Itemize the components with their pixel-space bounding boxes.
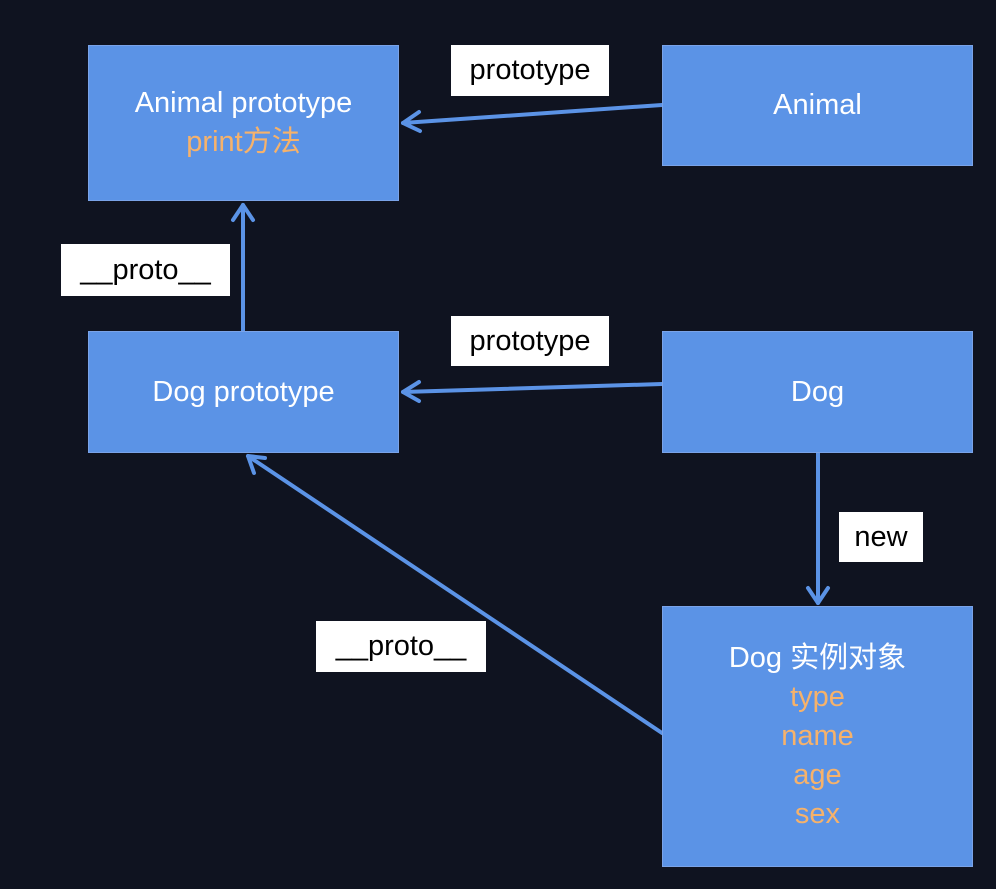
arrow-dog-instance-to-dog-prototype: [246, 454, 664, 735]
edge-label-dog-prototype: prototype: [451, 316, 609, 366]
arrow-animal-to-animal-prototype: [401, 103, 664, 133]
dog-node: Dog: [662, 331, 973, 453]
animal-prototype-method: print方法: [186, 126, 301, 158]
edge-label-new: new: [839, 512, 923, 562]
animal-prototype-node: Animal prototype print方法: [88, 45, 399, 201]
dog-prototype-node: Dog prototype: [88, 331, 399, 453]
edge-label-instance-proto: __proto__: [316, 621, 486, 672]
dog-instance-field-sex: sex: [794, 798, 841, 830]
dog-instance-node: Dog 实例对象 type name age sex: [662, 606, 973, 867]
arrow-dog-to-dog-prototype: [401, 380, 664, 403]
edge-label-dog-proto-chain: __proto__: [61, 244, 230, 296]
animal-node: Animal: [662, 45, 973, 166]
animal-title: Animal: [773, 89, 862, 121]
dog-prototype-title: Dog prototype: [152, 375, 335, 408]
dog-title: Dog: [790, 375, 845, 408]
arrow-dog-to-dog-instance: [806, 451, 830, 605]
dog-instance-field-name: name: [781, 720, 854, 752]
dog-instance-title: Dog 实例对象: [728, 642, 907, 674]
edge-label-animal-prototype: prototype: [451, 45, 609, 96]
arrow-dog-prototype-to-animal-prototype: [231, 203, 255, 333]
dog-instance-field-type: type: [790, 681, 845, 713]
animal-prototype-title: Animal prototype: [134, 87, 353, 119]
dog-instance-field-age: age: [793, 759, 842, 791]
